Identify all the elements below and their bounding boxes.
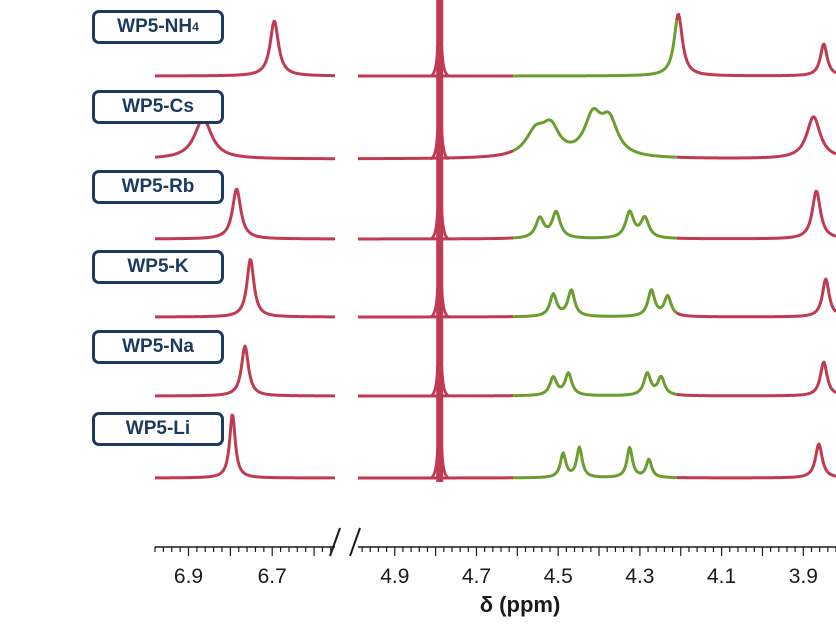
- spectrum-line-right: [676, 442, 836, 480]
- spectrum-trace: [154, 12, 836, 78]
- spectrum-line-right: [675, 277, 836, 319]
- spectrum-trace: [154, 344, 836, 398]
- sample-label: WP5-Cs: [92, 90, 224, 124]
- spectrum-line-highlight: [512, 106, 678, 159]
- spectrum-line-left: [154, 187, 336, 241]
- x-tick-label: 6.9: [174, 565, 203, 588]
- x-tick-label: 4.1: [707, 565, 736, 588]
- x-axis: 6.9 6.7 4.9 4.7 4.5 4.3 4.1 3.9: [154, 527, 836, 588]
- x-tick-label: 4.9: [380, 565, 409, 588]
- x-tick-label: 4.5: [544, 565, 573, 588]
- solvent-peak-base: [429, 45, 450, 78]
- spectrum-line-left: [154, 344, 336, 398]
- spectrum-line-highlight: [512, 288, 678, 319]
- spectrum-line-left: [154, 258, 336, 319]
- solvent-peak-base: [429, 128, 450, 161]
- spectrum-line-right: [676, 360, 836, 398]
- x-tick-label: 6.7: [258, 565, 287, 588]
- sample-label: WP5-Rb: [92, 170, 224, 204]
- x-tick-label: 4.7: [462, 565, 491, 588]
- spectrum-line-highlight: [512, 371, 678, 398]
- spectrum-line-highlight: [512, 19, 679, 78]
- solvent-peak-base: [429, 208, 450, 241]
- x-tick-label: 3.9: [789, 565, 818, 588]
- spectrum-line-highlight: [512, 209, 678, 240]
- solvent-peak-base: [429, 447, 450, 480]
- sample-label: WP5-Li: [92, 412, 224, 446]
- spectrum-trace: [154, 106, 836, 161]
- sample-label: WP5-K: [92, 250, 224, 284]
- spectrum-trace: [154, 258, 836, 319]
- spectrum-line-right: [357, 236, 514, 241]
- x-tick-label: 4.3: [625, 565, 654, 588]
- spectrum-line-right: [357, 149, 514, 161]
- sample-label: WP5-NH 4: [92, 10, 224, 44]
- sample-label: WP5-Na: [92, 330, 224, 364]
- spectrum-trace: [154, 187, 836, 241]
- spectra-layer: [154, 0, 836, 482]
- solvent-peak: [436, 0, 444, 482]
- spectrum-line-right: [675, 12, 836, 78]
- spectrum-line-left: [154, 117, 336, 161]
- axis-break-mark: [329, 527, 341, 557]
- axis-break-mark: [349, 527, 361, 557]
- spectrum-line-highlight: [512, 445, 678, 480]
- spectrum-line-left: [154, 19, 336, 78]
- spectrum-line-left: [154, 413, 336, 480]
- spectrum-line-right: [676, 115, 836, 160]
- x-axis-title: δ (ppm): [480, 592, 561, 617]
- spectrum-line-right: [676, 189, 836, 241]
- spectrum-trace: [154, 413, 836, 480]
- solvent-peak-base: [429, 286, 450, 319]
- solvent-peak-base: [429, 365, 450, 398]
